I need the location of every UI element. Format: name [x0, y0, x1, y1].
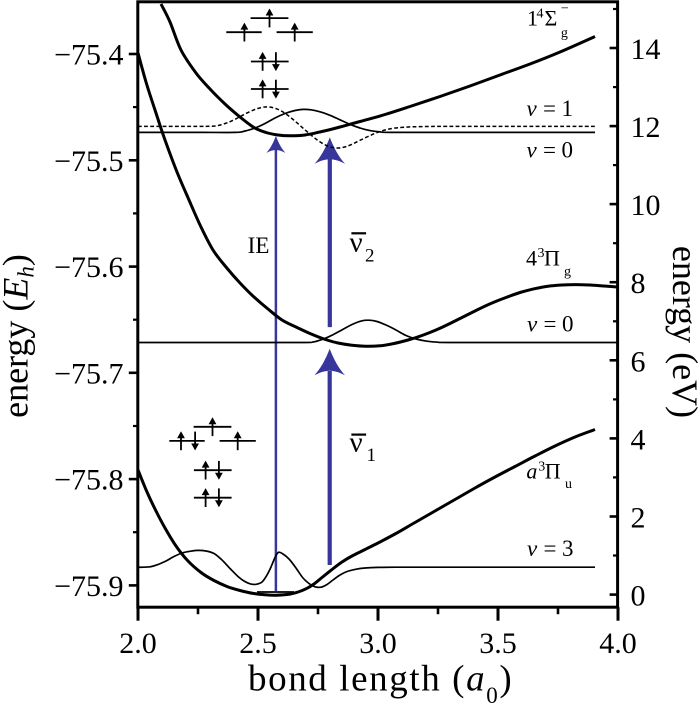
svg-text:IE: IE: [248, 233, 270, 258]
svg-text:v=1: v = 1: [527, 96, 574, 121]
svg-text:−75.7: −75.7: [54, 357, 123, 390]
svg-text:energy (eV): energy (eV): [665, 246, 700, 418]
svg-text:−75.6: −75.6: [54, 251, 123, 284]
svg-text:v=0: v = 0: [527, 138, 574, 163]
svg-text:v=0: v = 0: [527, 312, 574, 337]
svg-text:14Σg−: 14Σg−: [527, 2, 569, 41]
svg-text:−75.8: −75.8: [54, 464, 123, 497]
svg-text:4: 4: [631, 423, 646, 456]
svg-text:14: 14: [631, 33, 661, 66]
svg-text:3.0: 3.0: [359, 627, 397, 660]
svg-text:12: 12: [631, 111, 661, 144]
svg-text:2.0: 2.0: [119, 627, 157, 660]
svg-text:a3Πu: a3Πu: [526, 459, 572, 492]
svg-text:4.0: 4.0: [599, 627, 637, 660]
svg-text:10: 10: [631, 189, 661, 222]
svg-text:3.5: 3.5: [479, 627, 517, 660]
svg-text:v=3: v = 3: [527, 536, 574, 561]
svg-text:2.5: 2.5: [239, 627, 277, 660]
svg-text:−75.4: −75.4: [54, 39, 123, 72]
svg-text:8: 8: [631, 267, 646, 300]
svg-text:6: 6: [631, 345, 646, 378]
svg-text:2: 2: [631, 502, 646, 535]
svg-text:0: 0: [631, 580, 646, 613]
svg-text:−75.9: −75.9: [54, 570, 123, 603]
svg-text:43Πg: 43Πg: [526, 246, 571, 280]
svg-text:−75.5: −75.5: [54, 145, 123, 178]
svg-text:energy (Eh): energy (Eh): [0, 254, 39, 418]
